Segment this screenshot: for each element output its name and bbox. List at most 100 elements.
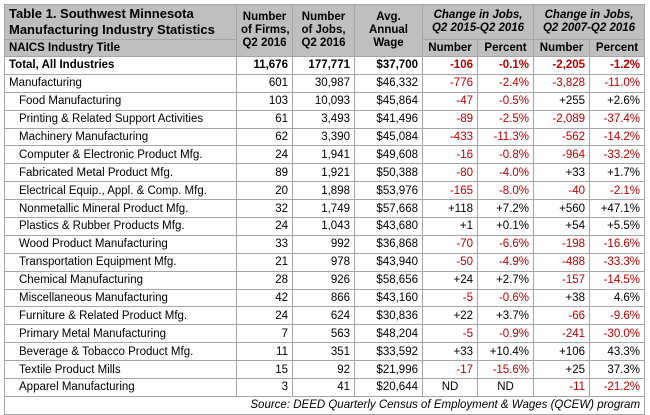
col-wage-line3: Wage <box>373 37 404 49</box>
jobs-cell: 351 <box>292 342 355 362</box>
change-number-2015: +1 <box>422 217 478 236</box>
change-number-2015: -5 <box>422 324 478 344</box>
change-number-2007: -488 <box>533 252 591 272</box>
change-percent-2015: +0.1% <box>476 217 535 236</box>
change-percent-2015: -8.0% <box>476 181 535 201</box>
sub-header-number-1: Number <box>422 39 478 57</box>
wage-cell: $33,592 <box>354 342 423 362</box>
jobs-cell: 30,987 <box>292 73 355 93</box>
change-number-2007: +38 <box>533 288 591 308</box>
change-number-2007: -2,089 <box>533 109 591 129</box>
firms-cell: 11 <box>236 342 293 362</box>
change-percent-2015: +2.7% <box>476 270 535 290</box>
table-row: Plastics & Rubber Products Mfg. 24 1,043 $4… <box>4 217 646 236</box>
wage-cell: $43,940 <box>354 252 423 272</box>
firms-cell: 28 <box>236 270 293 290</box>
table-row: Miscellaneous Manufacturing 42 866 $43,160-… <box>4 288 646 308</box>
change-number-2015: -433 <box>422 127 478 147</box>
group1-line1: Change in Jobs, <box>433 9 523 21</box>
change-percent-2015: -0.9% <box>476 324 535 344</box>
table-title: Table 1. Southwest Minnesota Manufacturi… <box>4 4 237 40</box>
change-number-2007: +54 <box>533 217 591 236</box>
naics-label: NAICS Industry Title <box>4 39 237 57</box>
change-percent-2007: +1.7% <box>589 163 646 183</box>
industry-name: Apparel Manufacturing <box>4 378 237 397</box>
industry-name: Computer & Electronic Product Mfg. <box>4 145 237 165</box>
change-percent-2007: +5.5% <box>589 217 646 236</box>
jobs-cell: 978 <box>292 252 355 272</box>
wage-cell: $50,388 <box>354 163 423 183</box>
firms-cell: 15 <box>236 360 293 380</box>
change-percent-2015: ND <box>476 378 535 397</box>
jobs-cell: 563 <box>292 324 355 344</box>
firms-cell: 24 <box>236 217 293 236</box>
wage-cell: $45,864 <box>354 91 423 111</box>
jobs-cell: 1,043 <box>292 217 355 236</box>
col-jobs-line2: of Jobs, <box>301 24 346 36</box>
jobs-cell: 1,898 <box>292 181 355 201</box>
col-group-2007-2016: Change in Jobs, Q2 2007-Q2 2016 <box>533 4 646 40</box>
change-percent-2007: -2.1% <box>589 181 646 201</box>
change-number-2015: -16 <box>422 145 478 165</box>
change-percent-2007: -21.2% <box>589 378 646 397</box>
table-row: Textile Product Mills 15 92 $21,996 -17 -15.6… <box>4 360 646 380</box>
jobs-cell: 926 <box>292 270 355 290</box>
change-number-2007: +33 <box>533 163 591 183</box>
jobs-cell: 1,941 <box>292 145 355 165</box>
change-number-2007: -241 <box>533 324 591 344</box>
table-title-line2: Manufacturing Industry Statistics <box>9 22 215 37</box>
change-number-2015: -80 <box>422 163 478 183</box>
table-header: Table 1. Southwest Minnesota Manufacturi… <box>4 4 646 57</box>
industry-name: Textile Product Mills <box>4 360 237 380</box>
col-wage-line2: Annual <box>369 24 408 36</box>
group2-line1: Change in Jobs, <box>544 9 634 21</box>
jobs-cell: 3,493 <box>292 109 355 129</box>
industry-name: Primary Metal Manufacturing <box>4 324 237 344</box>
change-percent-2015: -4.9% <box>476 252 535 272</box>
change-percent-2007: 4.6% <box>589 288 646 308</box>
change-number-2015: +33 <box>422 342 478 362</box>
industry-name: Nonmetallic Mineral Product Mfg. <box>4 199 237 219</box>
change-percent-2007: -14.2% <box>589 127 646 147</box>
change-percent-2007: +2.6% <box>589 91 646 111</box>
industry-statistics-table: Table 1. Southwest Minnesota Manufacturi… <box>3 4 646 415</box>
table-row: Transportation Equipment Mfg. 21 978 $43,94… <box>4 252 646 272</box>
change-number-2007: +25 <box>533 360 591 380</box>
industry-name: Furniture & Related Product Mfg. <box>4 306 237 326</box>
change-number-2015: -776 <box>422 73 478 93</box>
firms-cell: 89 <box>236 163 293 183</box>
change-percent-2007: -14.5% <box>589 270 646 290</box>
firms-cell: 3 <box>236 378 293 397</box>
wage-cell: $43,160 <box>354 288 423 308</box>
group2-line2: Q2 2007-Q2 2016 <box>542 22 636 34</box>
change-number-2015: -50 <box>422 252 478 272</box>
change-percent-2007: -33.2% <box>589 145 646 165</box>
total-row: Total, All Industries 11,676 177,771 $37,70… <box>4 56 646 75</box>
firms-cell: 32 <box>236 199 293 219</box>
change-number-2015: -89 <box>422 109 478 129</box>
change-percent-2007: +47.1% <box>589 199 646 219</box>
change-number-2007: -562 <box>533 127 591 147</box>
table-row: Wood Product Manufacturing 33 992 $36,868 -7… <box>4 234 646 254</box>
industry-name: Plastics & Rubber Products Mfg. <box>4 217 237 236</box>
firms-cell: 24 <box>236 306 293 326</box>
col-jobs-line3: Q2 2016 <box>301 37 346 49</box>
industry-name: Printing & Related Support Activities <box>4 109 237 129</box>
change-percent-2007: -37.4% <box>589 109 646 129</box>
table-row: Food Manufacturing 103 10,093 $45,864 -47 -0.… <box>4 91 646 111</box>
change-number-2007: +255 <box>533 91 591 111</box>
col-header-firms: Number of Firms, Q2 2016 <box>236 4 293 57</box>
col-group-2015-2016: Change in Jobs, Q2 2015-Q2 2016 <box>421 4 535 40</box>
wage-cell: $53,976 <box>354 181 423 201</box>
change-number-2015: ND <box>422 378 478 397</box>
change-number-2007: -2,205 <box>533 56 591 75</box>
change-percent-2015: -6.6% <box>476 234 535 254</box>
source-row: Source: DEED Quarterly Census of Employm… <box>3 395 646 415</box>
table-row: Manufacturing 601 30,987 $46,332 -776 -2.4% -3… <box>4 73 646 93</box>
change-percent-2015: -0.8% <box>476 145 535 165</box>
industry-name: Food Manufacturing <box>4 91 237 111</box>
change-number-2015: -5 <box>422 288 478 308</box>
table-body: Total, All Industries 11,676 177,771 $37,70… <box>3 56 646 415</box>
change-number-2007: -3,828 <box>533 73 591 93</box>
change-percent-2015: -0.5% <box>476 91 535 111</box>
